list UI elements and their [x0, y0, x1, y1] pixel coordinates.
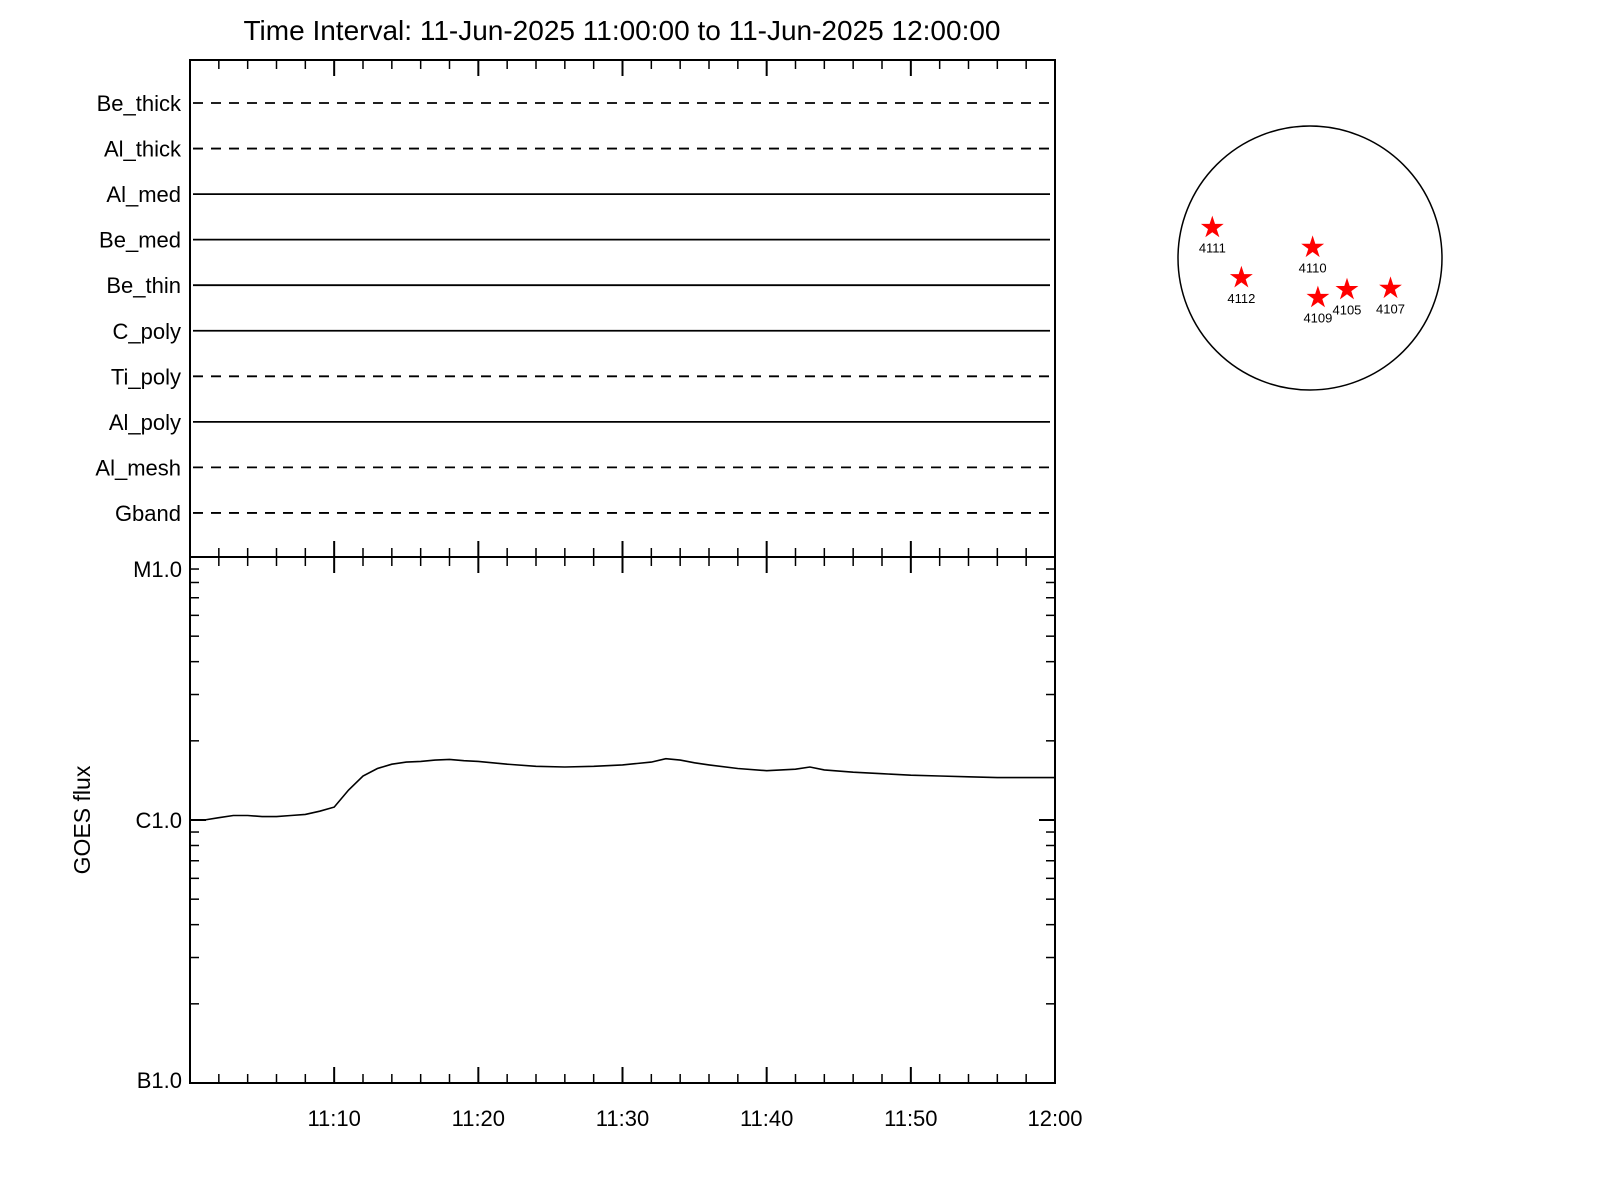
active-region-label: 4110	[1299, 260, 1327, 275]
filter-label: C_poly	[113, 319, 181, 344]
filter-label: Al_mesh	[95, 455, 181, 480]
active-region-label: 4107	[1376, 301, 1405, 316]
y-axis-label: M1.0	[133, 557, 182, 582]
x-axis-label: 11:50	[884, 1106, 937, 1131]
chart-title: Time Interval: 11-Jun-2025 11:00:00 to 1…	[243, 15, 1000, 46]
active-region-label: 4105	[1332, 303, 1361, 318]
filter-label: Al_poly	[109, 410, 181, 435]
x-axis-label: 11:10	[307, 1106, 360, 1131]
filter-label: Be_thin	[106, 273, 181, 298]
filter-label: Al_med	[106, 182, 181, 207]
y-axis-label: B1.0	[137, 1068, 182, 1093]
y-axis-label: C1.0	[136, 808, 182, 833]
filter-label: Al_thick	[104, 137, 182, 162]
filter-label: Ti_poly	[111, 364, 181, 389]
sun-disk-circle	[1177, 125, 1443, 391]
filter-label: Be_thick	[97, 91, 182, 116]
active-region-star-icon	[1229, 265, 1253, 288]
active-region-star-icon	[1306, 285, 1330, 308]
filter-label: Gband	[115, 501, 181, 526]
active-region-star-icon	[1379, 276, 1402, 299]
x-axis-label: 11:20	[452, 1106, 505, 1131]
x-axis-label: 11:30	[596, 1106, 649, 1131]
active-region-star-icon	[1335, 277, 1359, 300]
goes-panel-border	[189, 556, 1056, 1084]
filter-panel-border	[189, 59, 1056, 558]
active-region-star-icon	[1301, 235, 1325, 258]
active-region-label: 4112	[1227, 291, 1255, 306]
goes-flux-axis-title: GOES flux	[69, 765, 95, 874]
x-axis-label: 12:00	[1027, 1106, 1082, 1131]
filter-timeline-panel: Be_thick Al_thick Al_med Be_med Be_thin C_pol…	[95, 59, 1056, 558]
goes-flux-line	[190, 757, 1055, 821]
x-axis-label: 11:40	[740, 1106, 793, 1131]
filter-label: Be_med	[99, 228, 181, 253]
active-region-label: 4109	[1303, 311, 1332, 326]
active-region-label: 4111	[1199, 241, 1226, 256]
active-region-star-icon	[1200, 215, 1224, 238]
goes-flux-panel: M1.0 C1.0 B1.0 GOES flux 11:10 11:20 11:30 11:4…	[69, 556, 1083, 1131]
